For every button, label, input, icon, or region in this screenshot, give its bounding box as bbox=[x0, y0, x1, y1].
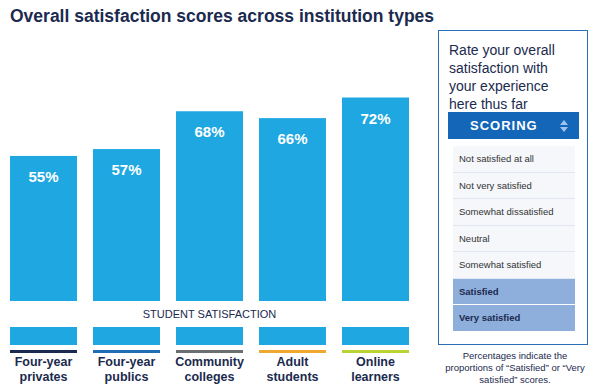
data-label: 68% bbox=[194, 123, 224, 140]
sort-icon bbox=[559, 119, 569, 133]
scoring-header[interactable]: SCORING bbox=[448, 112, 579, 139]
scoring-options: Not satisfied at allNot very satisfiedSo… bbox=[453, 146, 575, 332]
data-label: 57% bbox=[111, 161, 141, 178]
category-label-line: Online bbox=[356, 355, 395, 369]
category-label-line: privates bbox=[20, 370, 68, 384]
data-label: 72% bbox=[360, 110, 390, 127]
scoring-option: Not satisfied at all bbox=[453, 146, 575, 173]
category-underline bbox=[342, 350, 409, 353]
scoring-option: Neutral bbox=[453, 226, 575, 253]
scoring-option: Satisfied bbox=[453, 279, 575, 306]
scoring-option: Somewhat satisfied bbox=[453, 252, 575, 279]
category-label: Onlinelearners bbox=[351, 355, 400, 384]
category-label-line: learners bbox=[351, 370, 400, 384]
arrow-up bbox=[560, 120, 568, 125]
category-label: Communitycolleges bbox=[175, 355, 244, 384]
category-label-line: colleges bbox=[184, 370, 234, 384]
category-label-line: Four-year bbox=[98, 355, 156, 369]
data-label: 66% bbox=[277, 130, 307, 147]
category-label-line: publics bbox=[105, 370, 149, 384]
category-underline bbox=[93, 350, 160, 353]
category-label-line: Community bbox=[175, 355, 244, 369]
footnote: Percentages indicate the proportions of … bbox=[440, 350, 590, 386]
category-label-line: Adult bbox=[277, 355, 310, 369]
x-axis-label: STUDENT SATISFACTION bbox=[143, 308, 276, 320]
scoring-option: Somewhat dissatisfied bbox=[453, 199, 575, 226]
category-label: Four-yearprivates bbox=[15, 355, 73, 384]
data-label: 55% bbox=[28, 168, 58, 185]
scoring-panel: Rate your overall satisfaction with your… bbox=[438, 30, 588, 345]
category-label: Four-yearpublics bbox=[98, 355, 156, 384]
category-underline bbox=[10, 350, 77, 353]
title: Overall satisfaction scores across insti… bbox=[10, 6, 434, 26]
prompt: Rate your overall satisfaction with your… bbox=[449, 41, 574, 113]
scoring-option: Not very satisfied bbox=[453, 173, 575, 200]
category-label-line: students bbox=[266, 370, 318, 384]
category-underline bbox=[259, 350, 326, 353]
scoring-option: Very satisfied bbox=[453, 305, 575, 332]
arrow-down bbox=[560, 127, 568, 132]
category-underline bbox=[176, 350, 243, 353]
category-label-line: Four-year bbox=[15, 355, 73, 369]
category-label: Adultstudents bbox=[266, 355, 318, 384]
break-strip bbox=[0, 301, 432, 327]
